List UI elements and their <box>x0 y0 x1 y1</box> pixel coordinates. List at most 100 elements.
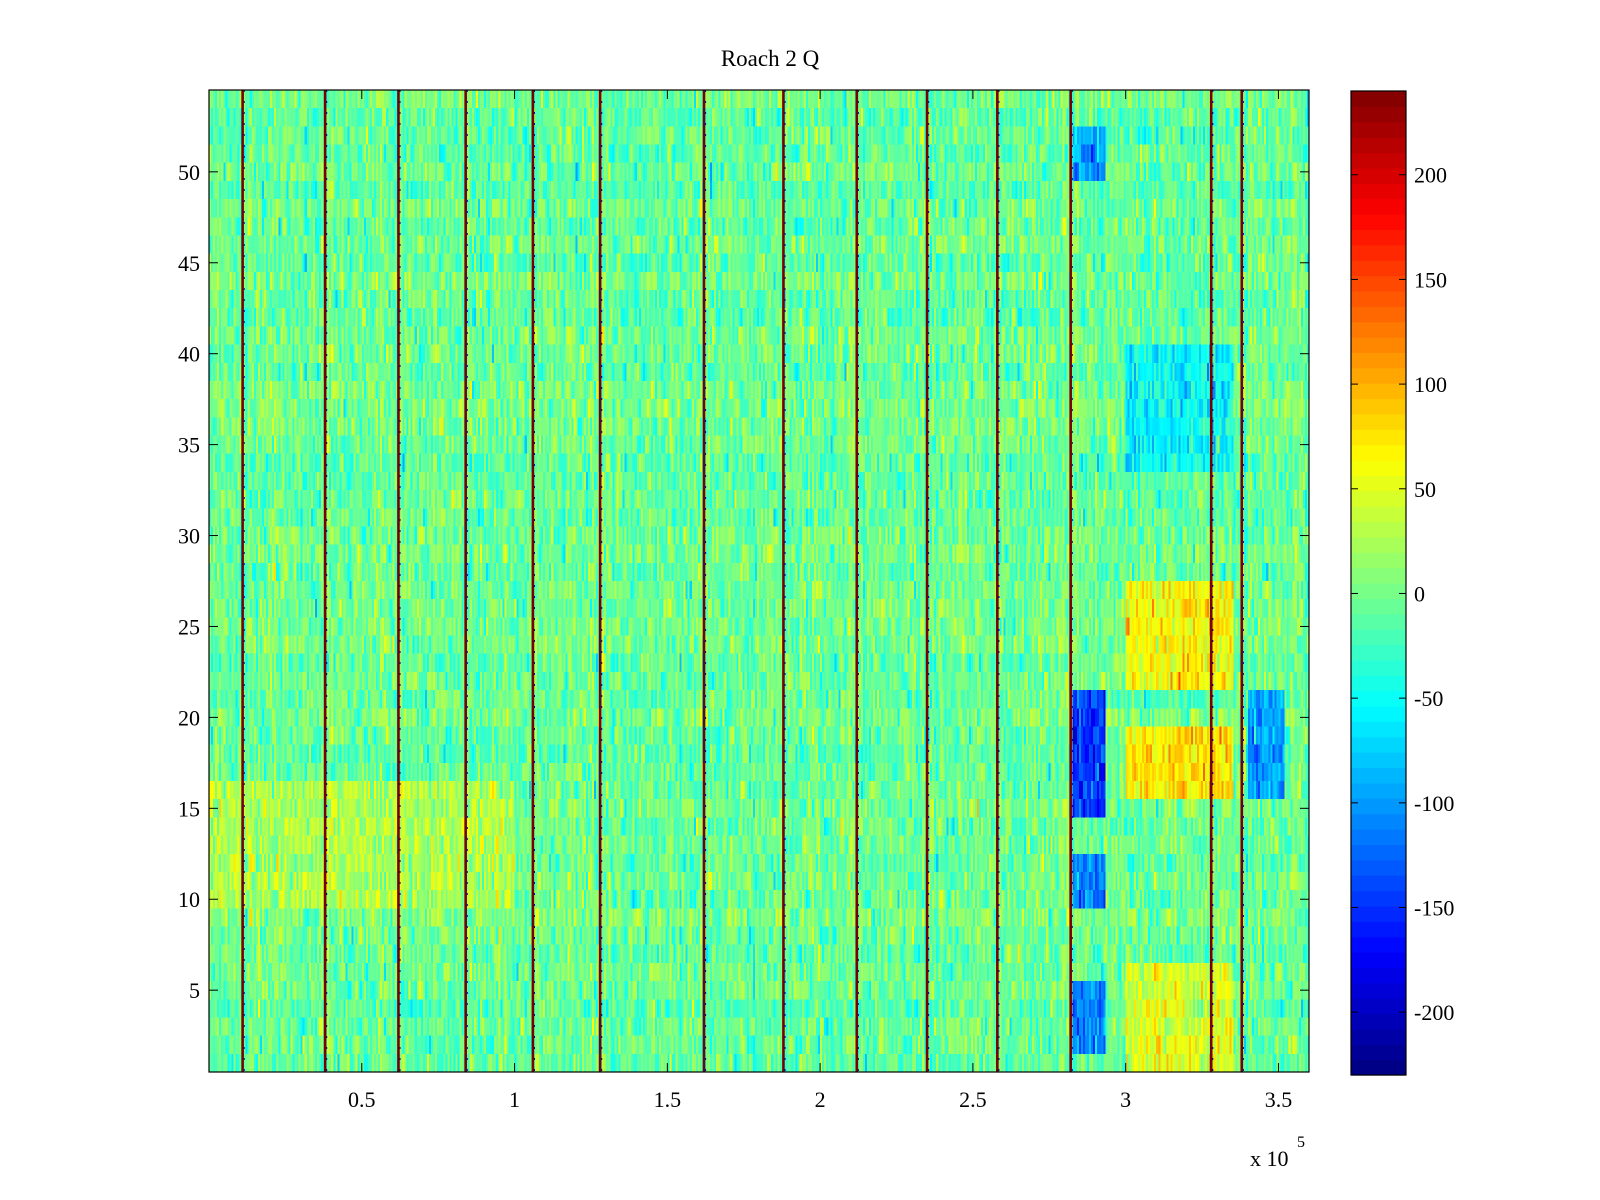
colorbar-band-17 <box>1351 813 1406 830</box>
chart-title: Roach 2 Q <box>721 46 820 71</box>
y-tick-label-5: 25 <box>178 614 200 639</box>
x-axis: 0.5 1 1.5 2 2.5 3 3.5 <box>348 90 1292 1112</box>
colorbar-band-56 <box>1351 214 1406 230</box>
colorbar-bands <box>1351 91 1406 1076</box>
colorbar-band-63 <box>1351 106 1406 123</box>
colorbar-band-33 <box>1351 567 1406 584</box>
spike-line-7 <box>702 90 706 1072</box>
colorbar-tick-label-2: 150 <box>1414 267 1447 292</box>
colorbar-band-58 <box>1351 183 1406 200</box>
y-tick-label-4: 20 <box>178 705 200 730</box>
colorbar-band-16 <box>1351 829 1406 845</box>
colorbar-band-2 <box>1351 1044 1406 1061</box>
colorbar-band-26 <box>1351 675 1406 692</box>
colorbar-band-6 <box>1351 982 1406 999</box>
y-tick-label-2: 10 <box>178 887 200 912</box>
colorbar-band-52 <box>1351 275 1406 292</box>
colorbar-band-9 <box>1351 936 1406 953</box>
spike-line-14 <box>1240 90 1244 1072</box>
colorbar-band-11 <box>1351 905 1406 922</box>
colorbar-band-10 <box>1351 921 1406 938</box>
colorbar-band-60 <box>1351 152 1406 169</box>
spike-line-8 <box>782 90 785 1072</box>
x-exponent-label: x 10 <box>1250 1146 1289 1171</box>
spike-line-11 <box>996 90 999 1072</box>
colorbar-band-24 <box>1351 706 1406 722</box>
colorbar-tick-label-9: -200 <box>1414 1000 1454 1025</box>
colorbar-tick-label-8: -150 <box>1414 896 1454 921</box>
colorbar-band-7 <box>1351 967 1406 984</box>
spike-line-10 <box>925 90 929 1072</box>
colorbar-band-20 <box>1351 767 1406 784</box>
spike-line-3 <box>397 90 400 1072</box>
colorbar-band-43 <box>1351 413 1406 430</box>
colorbar-tick-label-7: -100 <box>1414 791 1454 816</box>
colorbar-band-29 <box>1351 629 1406 646</box>
x-tick-label-7: 3.5 <box>1265 1087 1293 1112</box>
plot-frame <box>208 89 1310 1073</box>
y-tick-label-6: 30 <box>178 524 200 549</box>
colorbar-band-27 <box>1351 659 1406 676</box>
colorbar-tick-label-5: 0 <box>1414 581 1425 606</box>
spike-line-2 <box>323 90 327 1072</box>
spike-line-6 <box>598 90 602 1072</box>
y-tick-label-8: 40 <box>178 342 200 367</box>
x-tick-label-4: 2 <box>815 1087 826 1112</box>
colorbar-band-47 <box>1351 352 1406 369</box>
colorbar-band-8 <box>1351 952 1406 968</box>
colorbar-band-19 <box>1351 782 1406 799</box>
spike-line-5 <box>531 90 535 1072</box>
colorbar-band-48 <box>1351 337 1406 353</box>
y-axis: 5 10 15 20 25 30 35 40 45 50 <box>178 160 1309 1003</box>
colorbar-band-62 <box>1351 121 1406 138</box>
spike-lines <box>241 90 1244 1072</box>
colorbar-tick-label-1: 200 <box>1414 163 1447 188</box>
colorbar-band-22 <box>1351 736 1406 753</box>
colorbar-band-40 <box>1351 460 1406 476</box>
colorbar-band-25 <box>1351 690 1406 707</box>
colorbar-band-35 <box>1351 536 1406 553</box>
colorbar-band-28 <box>1351 644 1406 661</box>
colorbar-band-14 <box>1351 859 1406 876</box>
colorbar-band-39 <box>1351 475 1406 492</box>
colorbar-ticks: 200 150 100 50 0 -50 -100 -150 -200 <box>1351 163 1454 1025</box>
colorbar-band-50 <box>1351 306 1406 323</box>
colorbar-band-1 <box>1351 1059 1406 1076</box>
colorbar-band-15 <box>1351 844 1406 861</box>
colorbar-band-13 <box>1351 875 1406 892</box>
heatmap-raster <box>209 90 1309 1072</box>
colorbar-band-51 <box>1351 290 1406 307</box>
colorbar-band-53 <box>1351 260 1406 277</box>
y-tick-label-7: 35 <box>178 433 200 458</box>
colorbar-band-44 <box>1351 398 1406 415</box>
y-tick-label-9: 45 <box>178 251 200 276</box>
colorbar-band-42 <box>1351 429 1406 446</box>
colorbar-band-57 <box>1351 198 1406 215</box>
spike-line-4 <box>464 90 467 1072</box>
x-tick-label-6: 3 <box>1120 1087 1131 1112</box>
colorbar-band-41 <box>1351 444 1406 461</box>
colorbar-band-49 <box>1351 321 1406 338</box>
colorbar-band-30 <box>1351 613 1406 630</box>
colorbar-band-5 <box>1351 998 1406 1015</box>
y-tick-label-3: 15 <box>178 796 200 821</box>
x-tick-label-2: 1 <box>509 1087 520 1112</box>
colorbar-band-23 <box>1351 721 1406 738</box>
colorbar-tick-label-4: 50 <box>1414 477 1436 502</box>
colorbar-band-36 <box>1351 521 1406 538</box>
colorbar-band-45 <box>1351 383 1406 400</box>
colorbar-band-61 <box>1351 137 1406 154</box>
x-exponent-power: 5 <box>1297 1134 1305 1151</box>
spike-line-12 <box>1069 90 1072 1072</box>
spike-line-1 <box>241 90 244 1072</box>
x-tick-label-5: 2.5 <box>959 1087 987 1112</box>
colorbar-band-4 <box>1351 1013 1406 1030</box>
colorbar-band-3 <box>1351 1028 1406 1045</box>
colorbar-band-32 <box>1351 583 1406 599</box>
y-tick-label-10: 50 <box>178 160 200 185</box>
colorbar-band-18 <box>1351 798 1406 815</box>
colorbar-band-54 <box>1351 244 1406 261</box>
x-tick-label-3: 1.5 <box>654 1087 682 1112</box>
colorbar-band-38 <box>1351 490 1406 507</box>
colorbar-frame <box>1350 90 1407 1076</box>
